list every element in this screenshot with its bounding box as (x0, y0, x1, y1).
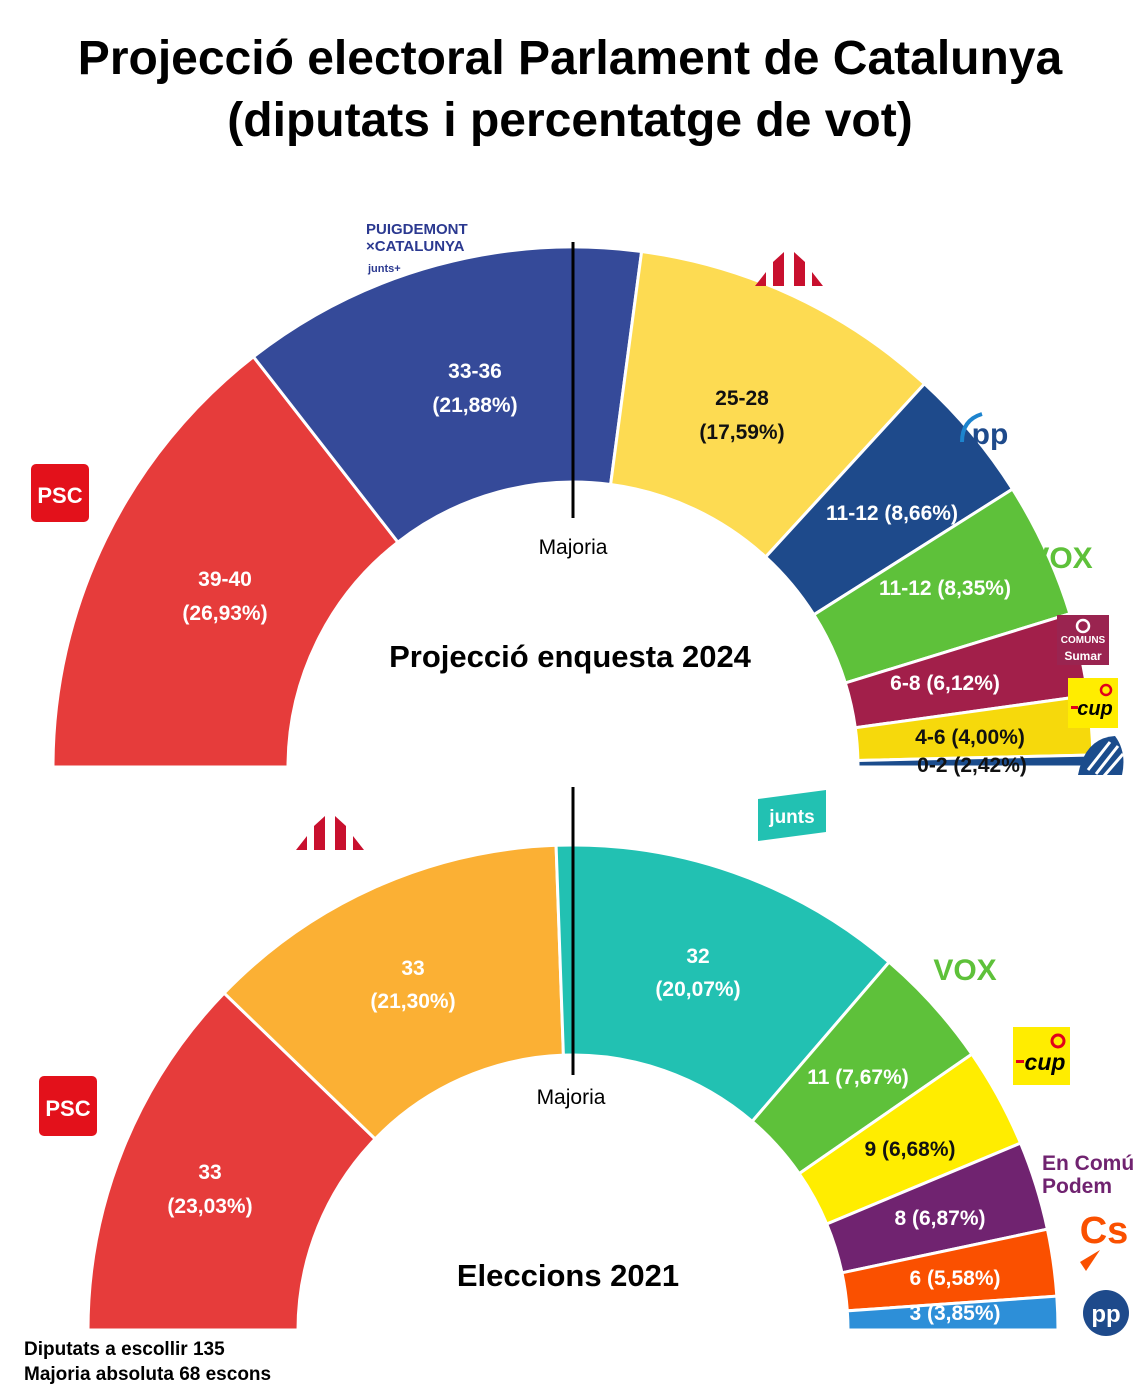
title-line-1: Projecció electoral Parlament de Catalun… (77, 32, 1063, 85)
svg-text:En Comú: En Comú (1042, 1152, 1134, 1175)
svg-text:Sumar: Sumar (1064, 649, 1102, 663)
footer-notes: Diputats a escollir 135 Majoria absoluta… (24, 1337, 271, 1387)
alianca-catalana-logo (1078, 736, 1125, 777)
pct-2021-junts: (20,07%) (655, 978, 740, 1001)
chart-2024-segments (51, 245, 1095, 769)
label-2024-comuns: 6-8 (6,12%) (890, 672, 1000, 695)
footer-majority: Majoria absoluta 68 escons (24, 1364, 272, 1385)
label-2021-pp: 3 (3,85%) (909, 1302, 1000, 1325)
svg-text:Podem: Podem (1042, 1175, 1112, 1198)
main-title: Projecció electoral Parlament de Catalun… (0, 28, 1140, 152)
label-2024-psc: 39-40 (198, 568, 252, 591)
psc-logo-2024: PSC (31, 464, 89, 522)
pct-2021-psc: (23,03%) (167, 1195, 252, 1218)
comuns-sumar-logo: COMUNS Sumar (1057, 615, 1109, 665)
svg-text:PSC: PSC (37, 483, 82, 508)
label-2024-erc: 25-28 (715, 387, 769, 410)
puigdemont-logo: PUIGDEMONT ×CATALUNYA junts+ (366, 221, 468, 275)
label-2024-vox: 11-12 (8,35%) (879, 577, 1011, 600)
pp-logo-2024: pp (960, 412, 1009, 451)
label-2024-pp: 11-12 (8,66%) (826, 502, 958, 525)
label-2021-erc: 33 (401, 957, 424, 980)
svg-text:PUIGDEMONT: PUIGDEMONT (366, 221, 468, 238)
pp-logo-2021: pp (1083, 1290, 1129, 1336)
label-2021-psc: 33 (198, 1161, 221, 1184)
chart-2021-segments (86, 843, 1060, 1332)
svg-text:junts: junts (768, 807, 814, 828)
pct-2024-junts: (21,88%) (432, 394, 517, 417)
svg-text:×CATALUNYA: ×CATALUNYA (366, 238, 465, 255)
en-comu-podem-logo: En Comú Podem (1042, 1152, 1134, 1198)
svg-text:cup: cup (1077, 698, 1113, 720)
cup-logo-2021: cup (1013, 1027, 1070, 1085)
erc-logo-2021 (296, 816, 364, 850)
segment-2021-psc (86, 990, 378, 1332)
vox-logo-2021: VOX (933, 954, 996, 987)
segment-2021-erc (221, 843, 565, 1142)
segment-2024-psc (51, 354, 400, 769)
svg-text:COMUNS: COMUNS (1061, 635, 1106, 646)
psc-logo-2021: PSC (39, 1076, 97, 1136)
footer-seats-total: Diputats a escollir 135 (24, 1339, 225, 1360)
svg-text:Cs: Cs (1080, 1210, 1129, 1252)
pct-2021-erc: (21,30%) (370, 990, 455, 1013)
erc-logo-2024 (755, 252, 823, 286)
label-2024-cup: 4-6 (4,00%) (915, 726, 1025, 749)
segment-2021-pp (845, 1294, 1060, 1332)
svg-text:pp: pp (972, 418, 1009, 451)
segment-2024-junts (251, 245, 644, 545)
pct-2024-psc: (26,93%) (182, 602, 267, 625)
svg-text:cup: cup (1025, 1049, 1066, 1075)
svg-text:pp: pp (1091, 1301, 1120, 1328)
pct-2024-erc: (17,59%) (699, 421, 784, 444)
label-2021-cs: 6 (5,58%) (909, 1267, 1000, 1290)
junts-logo: junts (758, 790, 826, 841)
vox-logo-2024: VOX (1029, 542, 1092, 575)
title-line-2: (diputats i percentatge de vot) (227, 94, 913, 147)
majority-label-2021: Majoria (537, 1086, 606, 1109)
label-2021-vox: 11 (7,67%) (807, 1066, 909, 1089)
label-2021-ecp: 8 (6,87%) (894, 1207, 985, 1230)
label-2021-junts: 32 (686, 945, 709, 968)
chart-title-2021: Eleccions 2021 (457, 1258, 679, 1293)
label-2024-junts: 33-36 (448, 360, 502, 383)
segment-2021-junts (554, 843, 892, 1124)
cup-logo-2024: cup (1068, 678, 1118, 728)
label-2024-alianca: 0-2 (2,42%) (917, 754, 1027, 777)
svg-text:PSC: PSC (45, 1096, 90, 1121)
chart-title-2024: Projecció enquesta 2024 (389, 639, 752, 674)
svg-text:junts+: junts+ (367, 263, 401, 275)
majority-label-2024: Majoria (539, 536, 608, 559)
cs-logo: Cs (1080, 1210, 1129, 1271)
label-2021-cup: 9 (6,68%) (864, 1138, 955, 1161)
